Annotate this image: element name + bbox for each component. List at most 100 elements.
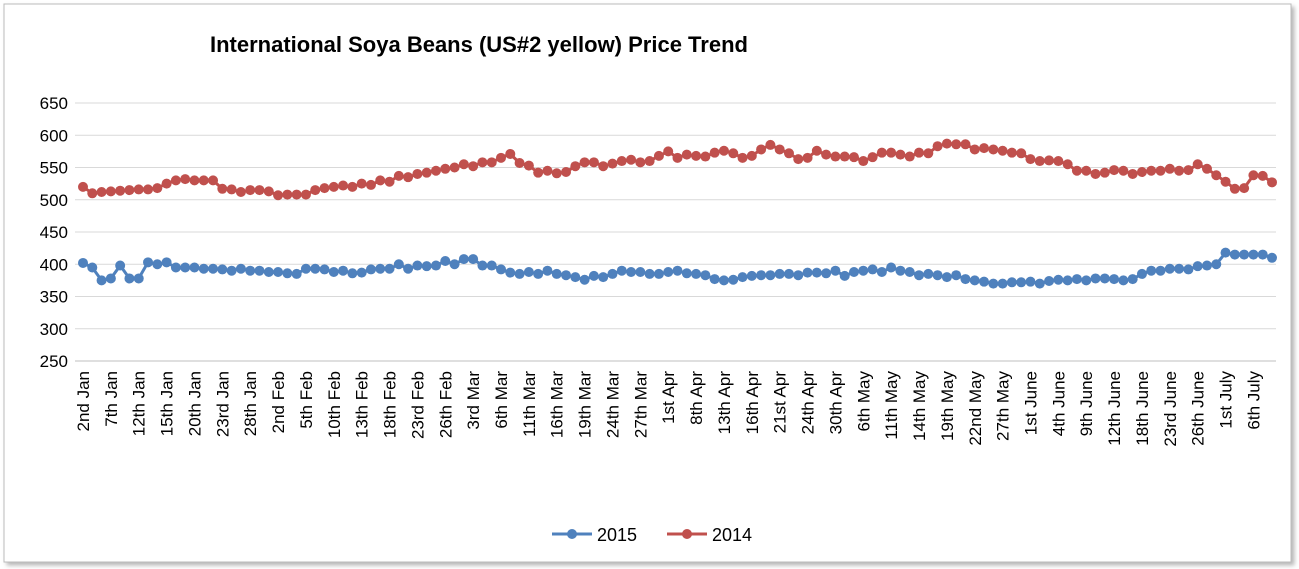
point [393,259,404,270]
point [412,260,423,271]
point [914,270,925,281]
point [718,275,729,286]
point [505,267,516,278]
point [932,141,943,152]
point [87,262,98,273]
point [273,190,284,201]
point [1146,265,1157,276]
point [449,162,460,173]
point [737,152,748,163]
point [1229,183,1240,194]
y-tick-label: 550 [40,159,68,178]
point [960,274,971,285]
point [839,151,850,162]
point [328,181,339,192]
point [170,175,181,186]
point [523,266,534,277]
point [588,157,599,168]
point [1044,155,1055,166]
point [765,270,776,281]
legend-marker [567,529,577,539]
point [477,157,488,168]
point [635,266,646,277]
point [895,265,906,276]
point [96,275,107,286]
point [254,185,265,196]
x-tick-label: 19th Mar [576,371,595,438]
point [1127,274,1138,285]
point [774,268,785,279]
point [635,157,646,168]
point [152,259,163,270]
x-tick-label: 18th Feb [381,371,400,438]
point [1220,176,1231,187]
point [988,144,999,155]
legend-label: 2014 [712,525,752,545]
point [1164,263,1175,274]
point [208,175,219,186]
point [681,149,692,160]
point [533,268,544,279]
point [551,268,562,279]
point [226,184,237,195]
point [570,272,581,283]
point [1071,274,1082,285]
point [1053,156,1064,167]
point [876,266,887,277]
x-tick-label: 2nd Feb [269,371,288,433]
point [217,264,228,275]
x-tick-label: 1st Apr [659,371,678,424]
point [1006,147,1017,158]
point [1248,249,1259,260]
point [951,139,962,150]
point [208,263,219,274]
x-tick-label: 16th Mar [548,371,567,438]
point [115,185,126,196]
point [793,270,804,281]
point [347,268,358,279]
x-tick-label: 16th Apr [743,371,762,435]
point [514,268,525,279]
point [412,168,423,179]
point [848,266,859,277]
point [858,265,869,276]
point [180,262,191,273]
y-tick-label: 450 [40,223,68,242]
point [960,139,971,150]
point [365,179,376,190]
chart-title: International Soya Beans (US#2 yellow) P… [210,32,748,57]
point [1201,163,1212,174]
x-tick-label: 24th Mar [603,371,622,438]
point [932,270,943,281]
point [273,266,284,277]
point [821,149,832,160]
point [1016,277,1027,288]
point [1090,168,1101,179]
y-tick-label: 500 [40,191,68,210]
point [579,274,590,285]
point [858,156,869,167]
point [783,148,794,159]
point [830,151,841,162]
y-tick-label: 250 [40,352,68,371]
point [115,260,126,271]
point [1099,167,1110,178]
point [746,150,757,161]
x-tick-label: 12th Jan [130,371,149,436]
point [533,167,544,178]
point [1211,170,1222,181]
point [570,161,581,172]
point [830,265,841,276]
point [1081,165,1092,176]
point [440,163,451,174]
point [997,145,1008,156]
point [505,148,516,159]
point [644,156,655,167]
point [458,159,469,170]
point [1109,274,1120,285]
point [375,263,386,274]
x-tick-label: 6th May [854,371,873,432]
x-tick-label: 15th Jan [158,371,177,436]
point [700,151,711,162]
point [756,270,767,281]
